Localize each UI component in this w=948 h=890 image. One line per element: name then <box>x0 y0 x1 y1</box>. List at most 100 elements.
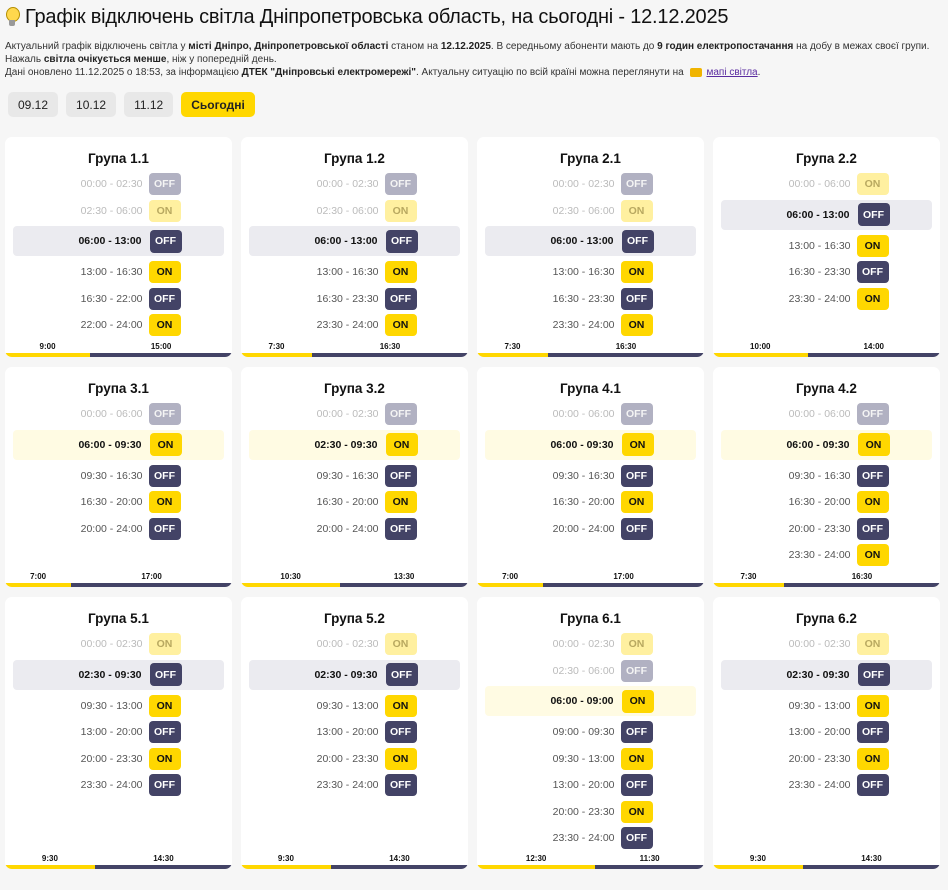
schedule-row: 16:30 - 23:30 OFF <box>477 286 704 313</box>
schedule-row: 06:00 - 09:00 ON <box>485 686 696 716</box>
status-badge: ON <box>856 633 889 656</box>
time-range: 16:30 - 23:30 <box>552 292 615 305</box>
off-bar-segment <box>330 865 468 869</box>
time-range: 00:00 - 06:00 <box>552 408 615 421</box>
status-badge: OFF <box>149 663 182 686</box>
on-hours-label: 7:00 <box>30 572 47 581</box>
time-range: 20:00 - 24:00 <box>80 522 143 535</box>
on-hours-label: 9:00 <box>39 342 56 351</box>
time-range: 00:00 - 02:30 <box>552 638 615 651</box>
status-badge: OFF <box>148 287 181 310</box>
on-bar-segment <box>241 865 331 869</box>
time-range: 16:30 - 23:30 <box>788 266 851 279</box>
status-badge: OFF <box>384 517 417 540</box>
tab-today[interactable]: Сьогодні <box>181 92 255 117</box>
status-badge: OFF <box>857 663 890 686</box>
time-range: 09:00 - 09:30 <box>552 726 615 739</box>
time-range: 06:00 - 09:00 <box>550 695 614 707</box>
group-title: Група 1.2 <box>324 151 385 166</box>
status-badge: OFF <box>148 517 181 540</box>
summary-labels: 7:00 17:00 <box>477 572 704 582</box>
pointing-hand-icon <box>690 67 703 77</box>
time-range: 06:00 - 09:30 <box>550 438 614 451</box>
group-card: Група 5.1 00:00 - 02:30 ON 02:30 - 09:30 OFF… <box>5 597 232 869</box>
off-hours-label: 14:30 <box>153 854 174 863</box>
time-range: 09:30 - 16:30 <box>316 469 379 482</box>
status-badge: OFF <box>384 464 417 487</box>
time-range: 00:00 - 02:30 <box>80 638 143 651</box>
status-badge: OFF <box>620 287 653 310</box>
on-hours-label: 9:30 <box>41 854 58 863</box>
off-bar-segment <box>311 353 468 357</box>
group-card: Група 3.2 00:00 - 02:30 OFF 02:30 - 09:30 ON… <box>241 367 468 587</box>
schedule-row: 00:00 - 02:30 ON <box>477 631 704 658</box>
time-range: 02:30 - 09:30 <box>786 668 850 681</box>
schedule-row: 16:30 - 20:00 ON <box>241 489 468 516</box>
schedule-row: 09:30 - 16:30 OFF <box>713 463 940 490</box>
schedule-row: 00:00 - 02:30 ON <box>5 631 232 658</box>
status-badge: OFF <box>856 517 889 540</box>
status-badge: ON <box>856 694 889 717</box>
time-range: 00:00 - 02:30 <box>788 638 851 651</box>
schedule-row: 06:00 - 13:00 OFF <box>485 226 696 256</box>
map-link[interactable]: мапі світла <box>706 67 758 78</box>
time-range: 23:30 - 24:00 <box>788 779 851 792</box>
on-hours-label: 9:30 <box>749 854 766 863</box>
status-badge: OFF <box>621 229 654 253</box>
schedule-row: 13:00 - 16:30 ON <box>477 259 704 286</box>
schedule-row: 16:30 - 23:30 OFF <box>713 259 940 286</box>
schedule-row: 13:00 - 20:00 OFF <box>5 719 232 746</box>
time-range: 16:30 - 20:00 <box>316 496 379 509</box>
schedule-row: 23:30 - 24:00 ON <box>713 286 940 313</box>
schedule-row: 22:00 - 24:00 ON <box>5 312 232 339</box>
schedule-row: 02:30 - 06:00 ON <box>477 198 704 225</box>
time-range: 09:30 - 13:00 <box>316 699 379 712</box>
on-bar-segment <box>241 583 341 587</box>
time-range: 06:00 - 13:00 <box>78 235 142 247</box>
group-title: Група 2.2 <box>796 151 857 166</box>
schedule-row: 20:00 - 24:00 OFF <box>477 516 704 543</box>
time-range: 06:00 - 13:00 <box>550 235 614 247</box>
time-range: 23:30 - 24:00 <box>80 779 143 792</box>
off-bar-segment <box>340 583 468 587</box>
time-range: 23:30 - 24:00 <box>552 832 615 845</box>
schedule-row: 00:00 - 02:30 ON <box>713 631 940 658</box>
status-badge: OFF <box>856 721 889 744</box>
group-card: Група 6.2 00:00 - 02:30 ON 02:30 - 09:30 OFF… <box>713 597 940 869</box>
schedule-row: 20:00 - 24:00 OFF <box>5 516 232 543</box>
status-badge: ON <box>620 199 653 222</box>
schedule-row: 20:00 - 23:30 OFF <box>713 516 940 543</box>
status-badge: ON <box>620 800 653 823</box>
page-title: Графік відключень світла Дніпропетровськ… <box>5 6 943 28</box>
schedule-row: 06:00 - 09:30 ON <box>485 429 696 460</box>
status-badge: ON <box>148 199 181 222</box>
time-range: 16:30 - 20:00 <box>80 496 143 509</box>
status-badge: ON <box>856 173 889 196</box>
status-badge: OFF <box>856 403 889 426</box>
summary-labels: 10:30 13:30 <box>241 572 468 582</box>
time-range: 00:00 - 06:00 <box>788 178 851 191</box>
time-range: 23:30 - 24:00 <box>316 779 379 792</box>
tab-09-12[interactable]: 09.12 <box>8 92 59 117</box>
on-hours-label: 9:30 <box>277 854 294 863</box>
time-range: 09:30 - 16:30 <box>552 469 615 482</box>
tab-11-12[interactable]: 11.12 <box>124 92 174 117</box>
time-range: 06:00 - 09:30 <box>786 438 850 451</box>
status-badge: OFF <box>620 517 653 540</box>
tab-10-12[interactable]: 10.12 <box>66 92 117 117</box>
status-badge: OFF <box>385 229 418 253</box>
time-range: 02:30 - 06:00 <box>552 664 615 677</box>
off-hours-label: 17:00 <box>613 572 634 581</box>
time-range: 00:00 - 02:30 <box>316 178 379 191</box>
time-range: 13:00 - 16:30 <box>80 266 143 279</box>
on-bar-segment <box>477 353 548 357</box>
summary-labels: 9:30 14:30 <box>5 854 232 864</box>
time-range: 23:30 - 24:00 <box>316 319 379 332</box>
schedule-row: 02:30 - 09:30 OFF <box>249 659 460 690</box>
status-badge: ON <box>148 747 181 770</box>
schedule-row: 16:30 - 20:00 ON <box>477 489 704 516</box>
schedule-row: 00:00 - 06:00 ON <box>713 171 940 198</box>
time-range: 13:00 - 16:30 <box>788 239 851 252</box>
schedule-row: 06:00 - 13:00 OFF <box>13 226 224 256</box>
schedule-row: 00:00 - 02:30 ON <box>241 631 468 658</box>
